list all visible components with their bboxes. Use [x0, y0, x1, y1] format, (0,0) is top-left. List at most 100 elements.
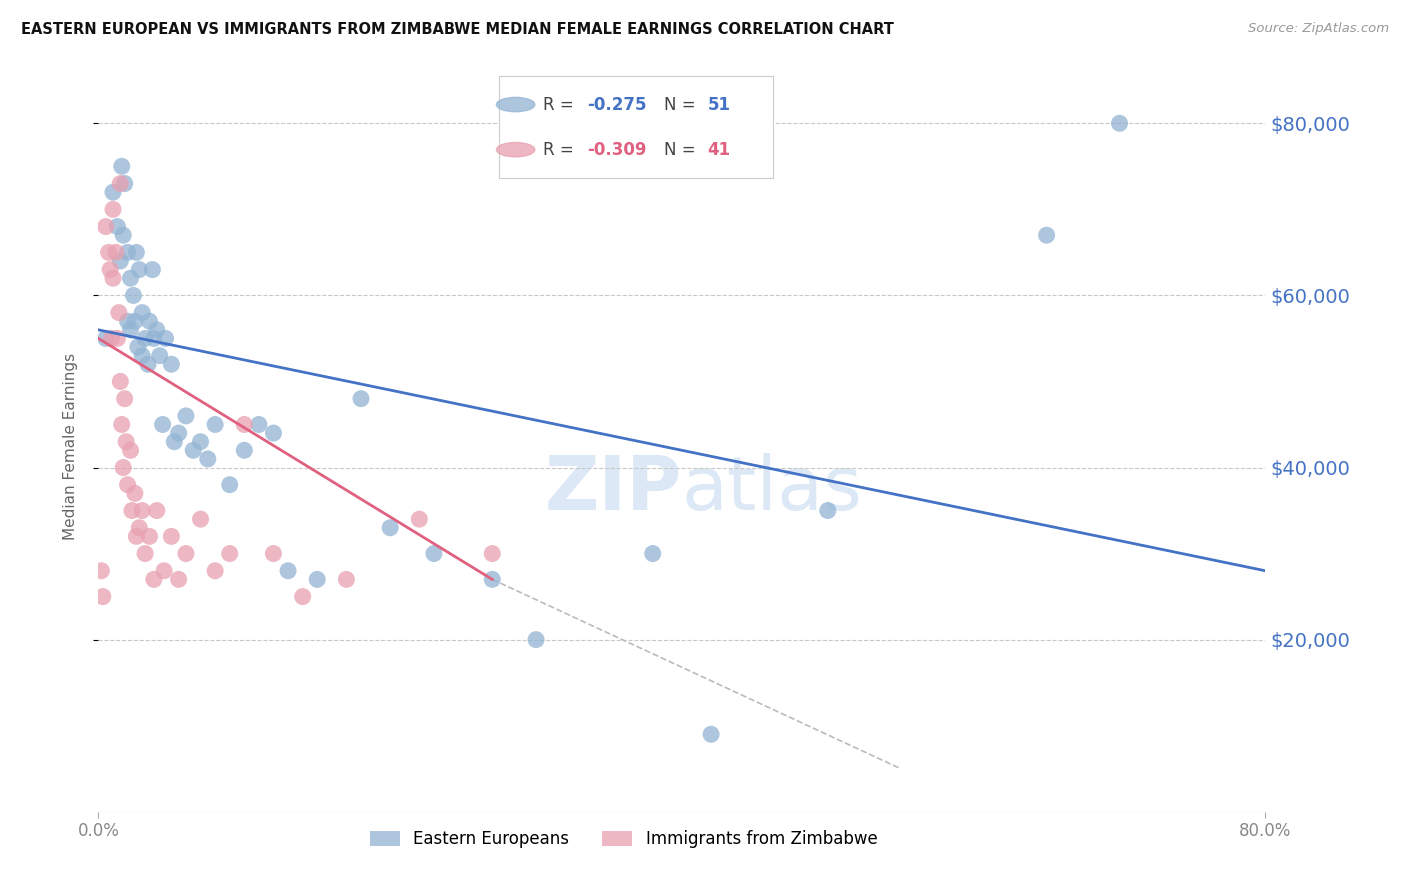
Point: [117, 314, 139, 328]
Y-axis label: Median Female Earnings: Median Female Earnings: [63, 352, 77, 540]
Point: [131, 305, 153, 319]
Point: [641, 547, 664, 561]
Point: [115, 434, 138, 449]
Text: -0.275: -0.275: [586, 95, 647, 113]
Point: [124, 486, 146, 500]
Point: [120, 443, 142, 458]
Point: [125, 245, 148, 260]
Point: [167, 573, 190, 587]
Point: [149, 349, 172, 363]
Text: 51: 51: [707, 95, 731, 113]
Point: [136, 357, 159, 371]
Point: [104, 245, 127, 260]
Point: [110, 177, 132, 191]
Point: [163, 434, 186, 449]
Point: [101, 271, 124, 285]
Point: [247, 417, 270, 432]
Point: [152, 417, 174, 432]
Point: [262, 547, 284, 561]
Point: [97, 245, 120, 260]
Point: [141, 262, 163, 277]
Point: [350, 392, 373, 406]
Point: [380, 521, 402, 535]
Point: [190, 434, 212, 449]
Point: [1108, 116, 1130, 130]
Point: [101, 202, 124, 217]
Point: [1035, 228, 1057, 243]
Point: [291, 590, 314, 604]
Point: [138, 314, 160, 328]
Point: [91, 590, 114, 604]
Point: [112, 460, 135, 475]
Point: [100, 331, 122, 345]
Point: [101, 185, 124, 199]
Point: [174, 409, 197, 423]
Point: [122, 288, 145, 302]
Point: [218, 477, 240, 491]
Point: [105, 331, 128, 345]
Point: [108, 305, 131, 319]
Point: [128, 262, 150, 277]
Point: [94, 331, 117, 345]
Point: [262, 426, 284, 441]
Point: [125, 529, 148, 543]
Point: [481, 573, 503, 587]
Text: EASTERN EUROPEAN VS IMMIGRANTS FROM ZIMBABWE MEDIAN FEMALE EARNINGS CORRELATION : EASTERN EUROPEAN VS IMMIGRANTS FROM ZIMB…: [21, 22, 894, 37]
Point: [277, 564, 299, 578]
Point: [190, 512, 212, 526]
Point: [131, 503, 153, 517]
Point: [110, 254, 132, 268]
Point: [153, 564, 176, 578]
Point: [121, 503, 143, 517]
Point: [111, 417, 134, 432]
Text: Source: ZipAtlas.com: Source: ZipAtlas.com: [1249, 22, 1389, 36]
Point: [204, 564, 226, 578]
Point: [142, 331, 165, 345]
Point: [117, 477, 139, 491]
Point: [111, 159, 134, 173]
Point: [174, 547, 197, 561]
Point: [160, 529, 183, 543]
Text: R =: R =: [543, 95, 579, 113]
Point: [114, 392, 136, 406]
Point: [155, 331, 177, 345]
Point: [408, 512, 430, 526]
Circle shape: [496, 143, 534, 157]
Point: [142, 573, 165, 587]
Point: [98, 262, 121, 277]
Text: 41: 41: [707, 141, 731, 159]
Point: [233, 443, 256, 458]
Point: [233, 417, 256, 432]
Point: [94, 219, 117, 234]
Point: [134, 331, 156, 345]
Text: N =: N =: [664, 141, 700, 159]
Point: [335, 573, 357, 587]
Text: R =: R =: [543, 141, 579, 159]
Point: [90, 564, 112, 578]
Text: ZIP: ZIP: [544, 453, 682, 526]
Point: [131, 349, 153, 363]
Point: [700, 727, 723, 741]
Point: [114, 177, 136, 191]
Point: [423, 547, 446, 561]
Point: [124, 314, 146, 328]
Point: [146, 503, 169, 517]
Point: [120, 323, 142, 337]
Point: [524, 632, 547, 647]
Point: [110, 375, 132, 389]
Text: -0.309: -0.309: [586, 141, 647, 159]
Point: [481, 547, 503, 561]
Point: [146, 323, 169, 337]
Point: [197, 451, 219, 466]
Point: [138, 529, 160, 543]
Point: [128, 521, 150, 535]
Point: [134, 547, 156, 561]
Point: [204, 417, 226, 432]
Text: N =: N =: [664, 95, 700, 113]
Circle shape: [496, 97, 534, 112]
Point: [218, 547, 240, 561]
Point: [307, 573, 329, 587]
Point: [817, 503, 839, 517]
Point: [120, 271, 142, 285]
Point: [167, 426, 190, 441]
